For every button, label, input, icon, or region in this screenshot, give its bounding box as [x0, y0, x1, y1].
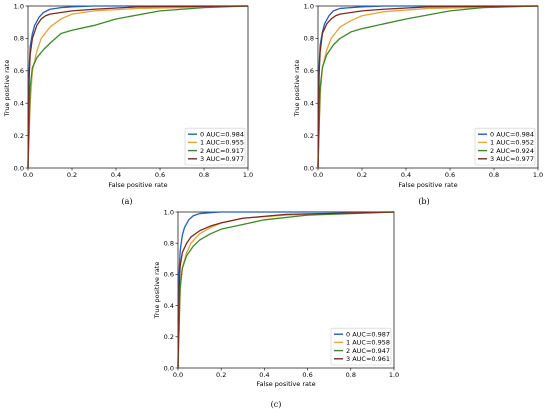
y-axis-label: True positive rate: [3, 60, 11, 118]
x-tick-label: 1.0: [243, 171, 253, 179]
y-tick-label: 0.2: [14, 132, 24, 140]
legend-label-3: 3 AUC=0.977: [490, 155, 534, 163]
x-tick-label: 0.6: [445, 171, 455, 179]
y-tick-label: 0.6: [164, 271, 174, 279]
y-tick-label: 0.0: [164, 364, 174, 372]
x-axis-label: False positive rate: [256, 380, 315, 388]
x-tick-label: 0.8: [346, 371, 356, 379]
series-line-2: [177, 211, 395, 369]
series-line-3: [177, 211, 395, 369]
legend-box: [474, 127, 536, 166]
y-tick-label: 0.4: [164, 302, 174, 310]
series-line-2: [27, 5, 249, 169]
y-tick-label: 0.6: [304, 67, 314, 75]
y-tick-label: 0.2: [164, 333, 174, 341]
x-tick-label: 0.2: [67, 171, 77, 179]
y-tick-label: 0.4: [14, 100, 24, 108]
legend-box: [330, 327, 392, 366]
y-tick-label: 1.0: [304, 2, 314, 10]
legend-label-0: 0 AUC=0.987: [346, 330, 390, 338]
series-line-3: [27, 5, 249, 169]
series-line-3: [317, 5, 539, 169]
y-tick-label: 0.2: [304, 132, 314, 140]
series-line-0: [317, 5, 538, 169]
x-tick-label: 0.0: [173, 371, 183, 379]
x-axis-label: False positive rate: [108, 181, 167, 189]
legend-label-1: 1 AUC=0.952: [490, 139, 534, 147]
legend-label-1: 1 AUC=0.958: [346, 339, 390, 347]
y-tick-label: 0.8: [164, 240, 174, 248]
x-tick-label: 0.8: [489, 171, 499, 179]
x-tick-label: 0.6: [302, 371, 312, 379]
chart-panel-a: 0.0 0.2 0.4 0.6 0.8 1.0 0.0 0.2 0.4 0.6 0.8 1.0 Fals…: [0, 0, 270, 200]
legend-box: [184, 127, 246, 166]
x-tick-label: 0.4: [111, 171, 121, 179]
roc-chart-b: 0.0 0.2 0.4 0.6 0.8 1.0 0.0 0.2 0.4 0.6 0.8 1.0 Fals…: [293, 2, 543, 189]
panel-caption-c: (c): [270, 400, 282, 409]
x-tick-label: 0.6: [155, 171, 165, 179]
legend-label-2: 2 AUC=0.917: [200, 147, 244, 155]
panel-caption-a: (a): [121, 197, 133, 206]
roc-chart-c: 0.0 0.2 0.4 0.6 0.8 1.0 0.0 0.2 0.4 0.6 0.8 1.0 Fals…: [153, 208, 399, 388]
legend-label-0: 0 AUC=0.984: [490, 130, 534, 138]
legend-label-1: 1 AUC=0.955: [200, 139, 244, 147]
y-axis-label: True positive rate: [293, 60, 301, 118]
chart-panel-c: 0.0 0.2 0.4 0.6 0.8 1.0 0.0 0.2 0.4 0.6 0.8 1.0 Fals…: [148, 206, 418, 400]
x-tick-label: 0.4: [401, 171, 411, 179]
legend-label-3: 3 AUC=0.977: [200, 155, 244, 163]
series-line-0: [177, 211, 394, 369]
x-tick-label: 0.4: [259, 371, 269, 379]
y-tick-label: 1.0: [14, 2, 24, 10]
x-tick-label: 1.0: [389, 371, 399, 379]
legend-label-2: 2 AUC=0.947: [346, 347, 390, 355]
y-tick-label: 0.8: [304, 35, 314, 43]
y-tick-label: 1.0: [164, 208, 174, 216]
x-tick-label: 0.2: [357, 171, 367, 179]
chart-panel-b: 0.0 0.2 0.4 0.6 0.8 1.0 0.0 0.2 0.4 0.6 0.8 1.0 Fals…: [278, 0, 548, 200]
x-axis-label: False positive rate: [398, 181, 457, 189]
y-tick-label: 0.8: [14, 35, 24, 43]
x-tick-label: 1.0: [533, 171, 543, 179]
y-tick-label: 0.0: [304, 164, 314, 172]
roc-chart-a: 0.0 0.2 0.4 0.6 0.8 1.0 0.0 0.2 0.4 0.6 0.8 1.0 Fals…: [3, 2, 253, 189]
y-tick-label: 0.4: [304, 100, 314, 108]
legend-label-2: 2 AUC=0.924: [490, 147, 534, 155]
series-line-2: [317, 5, 539, 169]
x-tick-label: 0.2: [216, 371, 226, 379]
legend-label-0: 0 AUC=0.984: [200, 130, 244, 138]
y-axis-label: True positive rate: [153, 262, 161, 320]
y-tick-label: 0.0: [14, 164, 24, 172]
panel-caption-b: (b): [418, 197, 430, 206]
x-tick-label: 0.0: [313, 171, 323, 179]
x-tick-label: 0.0: [23, 171, 33, 179]
legend-label-3: 3 AUC=0.961: [346, 355, 390, 363]
x-tick-label: 0.8: [199, 171, 209, 179]
series-line-0: [27, 5, 248, 169]
y-tick-label: 0.6: [14, 67, 24, 75]
